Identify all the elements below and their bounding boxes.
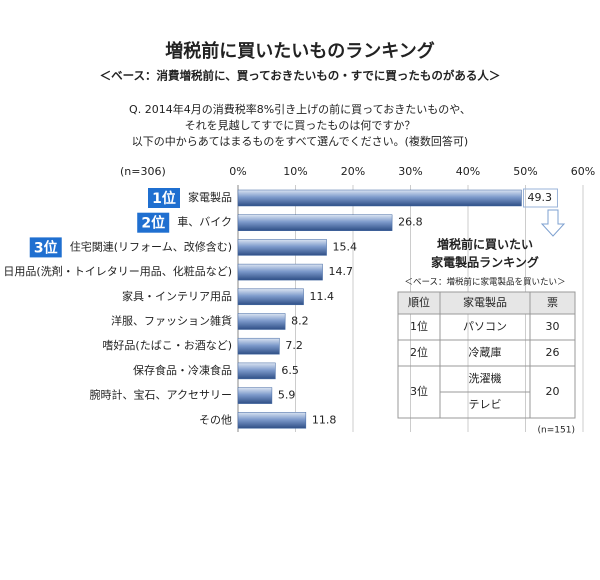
y-tick-label: その他: [199, 413, 232, 426]
chart-subtitle: ＜ベース：消費増税前に、買っておきたいもの・すでに買ったものがある人＞: [100, 69, 501, 83]
bar: [237, 239, 327, 256]
table-header: 家電製品: [463, 295, 507, 309]
y-tick-label: 車、バイク: [177, 215, 232, 229]
chart-title: 増税前に買いたいものランキング: [165, 40, 434, 62]
value-highlight: [522, 188, 558, 208]
table-rank: 1位: [410, 319, 428, 333]
table-header-bg: [398, 292, 575, 314]
rank-badge-label: 1位: [152, 190, 176, 207]
y-tick-label: 嗜好品(たばこ・お酒など): [102, 338, 232, 352]
y-tick-label: 日用品(洗剤・トイレタリー用品、化粧品など): [3, 264, 232, 278]
y-tick-label: 保存食品・冷凍食品: [133, 363, 232, 377]
rank-badge-label: 2位: [141, 215, 165, 232]
y-tick-label: 家具・インテリア用品: [122, 289, 232, 303]
table-cell: [529, 365, 576, 419]
n-label: (n=306): [120, 165, 166, 178]
rank-badge: [148, 188, 180, 208]
bar: [237, 263, 323, 281]
bar: [237, 214, 393, 231]
y-tick-label: 家電製品: [188, 190, 232, 204]
question: それを見越してすでに買ったものは何ですか？: [185, 118, 416, 132]
value-label: 11.8: [312, 413, 337, 426]
x-tick-label: 10%: [283, 165, 307, 178]
value-label: 8.2: [291, 315, 309, 328]
x-tick-label: 50%: [513, 165, 537, 178]
rank-badge-label: 3位: [34, 239, 58, 256]
value-label: 5.9: [278, 389, 296, 402]
inset-n-label: (n=151): [538, 426, 575, 436]
inset-title: 家電製品ランキング: [431, 255, 539, 270]
table-item: テレビ: [469, 398, 502, 411]
y-tick-label: 洋服、ファッション雑貨: [111, 314, 232, 328]
value-label: 15.4: [333, 240, 358, 253]
rank-badge: [29, 237, 62, 258]
table-rank: 3位: [410, 384, 428, 398]
bar: [237, 288, 304, 306]
value-label: 6.5: [281, 364, 299, 377]
inset-subtitle: ＜ベース：増税前に家電製品を買いたい＞: [404, 277, 565, 288]
table-item: パソコン: [463, 320, 507, 333]
x-tick-label: 40%: [456, 165, 480, 178]
table-votes: 20: [546, 385, 560, 398]
bar: [237, 337, 280, 355]
table-rank: 2位: [410, 345, 428, 359]
value-label: 26.8: [398, 216, 423, 229]
question: Q. 2014年4月の消費税率8%引き上げの前に買っておきたいものや、: [129, 102, 471, 116]
question: 以下の中からあてはまるものをすべて選んでください。(複数回答可): [132, 134, 468, 148]
value-label: 49.3: [527, 191, 552, 204]
table-votes: 26: [546, 346, 560, 359]
value-label: 7.2: [285, 339, 303, 352]
rank-badge: [137, 212, 170, 233]
x-tick-label: 60%: [571, 165, 595, 178]
y-tick-label: 住宅関連(リフォーム、改修含む): [70, 239, 232, 253]
arrow: [540, 209, 566, 237]
x-tick-label: 30%: [398, 165, 422, 178]
table-header: 順位: [408, 295, 430, 309]
bar: [237, 313, 286, 330]
value-label: 14.7: [329, 265, 354, 278]
table-header: 票: [547, 296, 558, 309]
table-item: 冷蔵庫: [469, 345, 502, 359]
x-tick-label: 0%: [229, 165, 246, 178]
x-tick-label: 20%: [341, 165, 365, 178]
table-votes: 30: [546, 320, 560, 333]
value-label: 11.4: [310, 290, 335, 303]
y-tick-label: 腕時計、宝石、アクセサリー: [90, 388, 232, 402]
bar: [237, 387, 273, 404]
bar: [237, 189, 522, 207]
table-item: 洗濯機: [469, 371, 502, 385]
bar: [237, 412, 307, 429]
inset-title: 増税前に買いたい: [437, 237, 533, 252]
bar: [237, 362, 276, 380]
